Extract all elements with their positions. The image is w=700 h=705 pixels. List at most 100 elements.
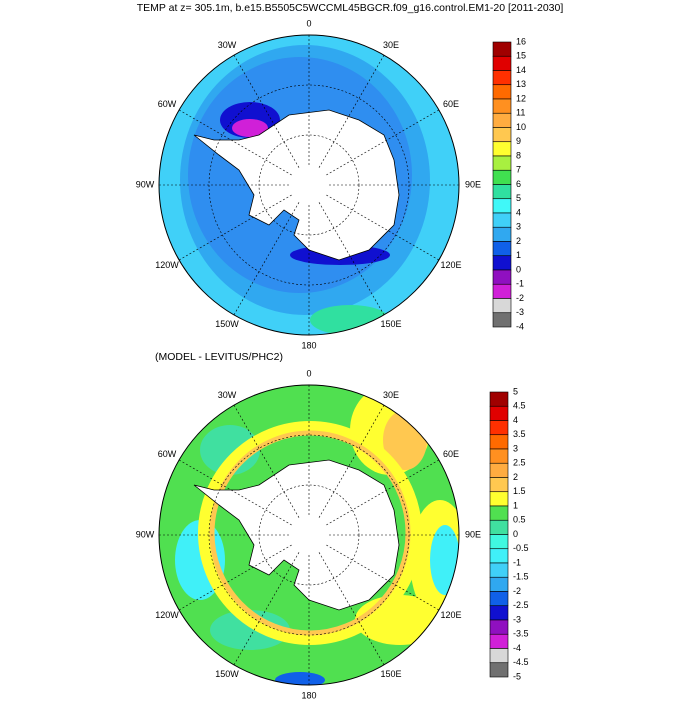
colorbar-box xyxy=(492,184,512,200)
longitude-label: 120W xyxy=(155,610,179,620)
meridian xyxy=(326,109,440,176)
longitude-label: 180 xyxy=(301,340,316,350)
meridian xyxy=(178,544,292,611)
colorbar-box xyxy=(492,312,512,328)
meridian xyxy=(326,459,440,526)
longitude-label: 60E xyxy=(443,99,459,109)
meridian xyxy=(178,194,292,261)
colorbar-label: 8 xyxy=(516,150,521,160)
colorbar-label: 3 xyxy=(516,222,521,232)
meridian xyxy=(318,202,385,316)
colorbar-label: -2 xyxy=(516,293,524,303)
colorbar-label: -4.5 xyxy=(513,657,529,667)
colorbar-label: 4 xyxy=(516,207,521,217)
colorbar-box xyxy=(489,534,509,550)
colorbar-label: -2.5 xyxy=(513,600,529,610)
colorbar-label: -5 xyxy=(513,671,521,681)
colorbar-box xyxy=(492,84,512,100)
colorbar-label: 7 xyxy=(516,165,521,175)
longitude-label: 0 xyxy=(306,18,311,28)
longitude-label: 0 xyxy=(306,368,311,378)
colorbar-box xyxy=(492,198,512,214)
colorbar-label: -3 xyxy=(516,307,524,317)
colorbar-label: -3 xyxy=(513,614,521,624)
colorbar-box xyxy=(492,55,512,71)
colorbar-label: 0 xyxy=(513,529,518,539)
meridian xyxy=(318,54,385,168)
longitude-label: 90W xyxy=(136,179,155,189)
longitude-label: 30W xyxy=(218,40,237,50)
meridian xyxy=(233,54,300,168)
colorbar-box xyxy=(489,420,509,436)
colorbar-box xyxy=(492,112,512,128)
longitude-label: 60W xyxy=(158,99,177,109)
longitude-label: 30E xyxy=(383,390,399,400)
colorbar-label: 5 xyxy=(516,193,521,203)
colorbar-box xyxy=(492,226,512,242)
colorbar-box xyxy=(492,169,512,185)
longitude-label: 180 xyxy=(301,690,316,700)
colorbar-box xyxy=(489,462,509,478)
colorbar-box xyxy=(492,155,512,171)
colorbar-label: 12 xyxy=(516,93,526,103)
colorbar-box xyxy=(492,141,512,157)
antarctica xyxy=(193,459,400,611)
longitude-label: 60W xyxy=(158,449,177,459)
colorbar-label: 9 xyxy=(516,136,521,146)
longitude-label: 60E xyxy=(443,449,459,459)
colorbar-box xyxy=(489,605,509,621)
longitude-label: 150W xyxy=(215,669,239,679)
colorbar-label: -4 xyxy=(516,321,524,331)
colorbar-box xyxy=(492,298,512,314)
meridian xyxy=(326,544,440,611)
colorbar-box xyxy=(489,633,509,649)
meridian xyxy=(178,109,292,176)
colorbar-label: -3.5 xyxy=(513,629,529,639)
colorbar-label: 5 xyxy=(513,386,518,396)
colorbar-box xyxy=(489,491,509,507)
colorbar-label: 11 xyxy=(516,108,525,118)
meridian xyxy=(318,404,385,518)
title: (MODEL - LEVITUS/PHC2) xyxy=(155,351,283,363)
colorbar-box xyxy=(489,391,509,407)
colorbar-box xyxy=(489,619,509,635)
colorbar-box xyxy=(489,477,509,493)
colorbar-label: 14 xyxy=(516,65,526,75)
longitude-label: 30W xyxy=(218,390,237,400)
meridian xyxy=(326,194,440,261)
colorbar-box xyxy=(492,41,512,57)
longitude-label: 120E xyxy=(441,610,462,620)
longitude-label: 150E xyxy=(380,669,401,679)
meridian xyxy=(233,552,300,666)
colorbar-box xyxy=(492,283,512,299)
longitude-label: 150W xyxy=(215,319,239,329)
colorbar-label: 4 xyxy=(513,415,518,425)
colorbar-box xyxy=(489,434,509,450)
longitude-label: 90E xyxy=(465,179,481,189)
colorbar-label: 6 xyxy=(516,179,521,189)
longitude-label: 90W xyxy=(136,529,155,539)
colorbar-label: 1 xyxy=(516,250,521,260)
colorbar-box xyxy=(492,70,512,86)
colorbar-label: 3.5 xyxy=(513,429,526,439)
meridian xyxy=(178,459,292,526)
colorbar-label: 2 xyxy=(516,236,521,246)
longitude-label: 120E xyxy=(441,260,462,270)
colorbar-box xyxy=(489,591,509,607)
colorbar-label: -1 xyxy=(513,557,521,567)
colorbar-label: 4.5 xyxy=(513,401,526,411)
colorbar-label: 16 xyxy=(516,36,526,46)
meridian xyxy=(233,404,300,518)
antarctica xyxy=(193,109,400,261)
colorbar-label: 2.5 xyxy=(513,458,526,468)
title: TEMP at z= 305.1m, b.e15.B5505C5WCCML45B… xyxy=(137,2,564,14)
map-border xyxy=(158,384,460,686)
colorbar-box xyxy=(489,662,509,678)
colorbar-label: -0.5 xyxy=(513,543,529,553)
colorbar-box xyxy=(489,405,509,421)
longitude-label: 120W xyxy=(155,260,179,270)
colorbar-box xyxy=(489,562,509,578)
colorbar-label: 0.5 xyxy=(513,515,526,525)
colorbar-label: -2 xyxy=(513,586,521,596)
